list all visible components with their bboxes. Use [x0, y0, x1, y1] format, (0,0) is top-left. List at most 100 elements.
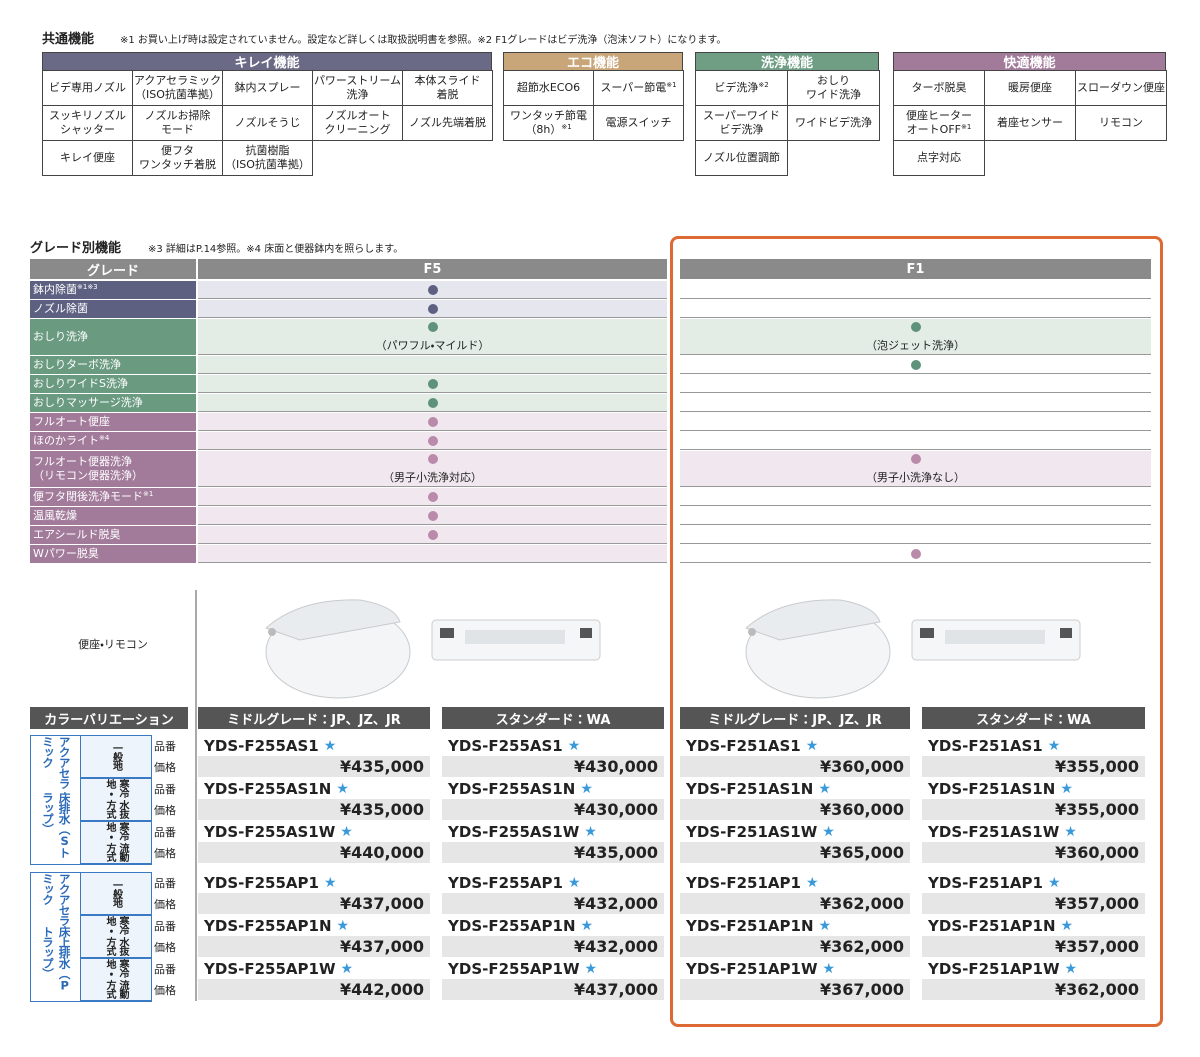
feature-note: ※1: [666, 81, 677, 90]
feature-text: おしり ワイド洗浄: [806, 74, 861, 101]
region-line: 流動方式: [104, 842, 128, 861]
price-cell: ¥435,000: [442, 842, 664, 863]
grade-cell: [680, 488, 1151, 506]
price-cell: ¥435,000: [198, 756, 430, 777]
feature-label: 温風乾燥: [30, 507, 196, 525]
price-label: 価格: [154, 984, 176, 997]
model-number: YDS-F251AS1N: [928, 779, 1056, 798]
region-line: 水抜方式: [104, 936, 128, 955]
part-label: 品番: [154, 783, 176, 796]
model-number: YDS-F255AS1W: [448, 822, 580, 841]
feature-label: エアシールド脱臭: [30, 526, 196, 544]
price-label: 価格: [154, 804, 176, 817]
price-label: 価格: [154, 941, 176, 954]
model-number: YDS-F255AP1W: [204, 959, 336, 978]
feature-cell: ビデ専用ノズル: [42, 70, 133, 106]
feature-text: 便座ヒーター オートOFF※1: [906, 109, 972, 136]
feature-text: ワンタッチ節電 （8h）※1: [510, 109, 587, 136]
feature-text: 便フタ ワンタッチ着脱: [139, 144, 216, 171]
model-cell: YDS-F255AP1 ★: [442, 872, 664, 893]
availability-dot: [910, 322, 921, 332]
feature-label: ノズル除菌: [30, 300, 196, 318]
feature-text: ノズル先端着脱: [409, 116, 486, 130]
price-cell: ¥432,000: [442, 893, 664, 914]
feature-cell: ノズルオート クリーニング: [312, 105, 403, 141]
model-cell: YDS-F251AP1N ★: [680, 915, 910, 936]
feature-label-text: Wパワー脱臭: [33, 546, 99, 560]
star-mark: ★: [323, 737, 337, 754]
group-header: キレイ機能: [42, 52, 492, 71]
group-header: 快適機能: [893, 52, 1166, 71]
feature-cell: 電源スイッチ: [593, 105, 684, 141]
model-cell: YDS-F255AS1 ★: [442, 735, 664, 756]
block-name-text: アクアセラミック 床上排水（Pトラップ）: [31, 873, 81, 1001]
model-cell: YDS-F255AP1 ★: [198, 872, 430, 893]
section-note: ※1 お買い上げ時は設定されていません。設定など詳しくは取扱説明書を参照。※2 …: [120, 35, 727, 46]
feature-label-note: ※1※3: [77, 282, 98, 291]
star-mark: ★: [580, 780, 593, 797]
f5-remote-image: [431, 619, 601, 661]
image-row-label: 便座・リモコン: [78, 638, 148, 651]
grade-cell: [680, 413, 1151, 431]
availability-dot: [427, 322, 438, 332]
feature-text: 超節水ECO6: [516, 81, 581, 95]
feature-text: ビデ洗浄※2: [714, 81, 769, 95]
feature-note: ※2: [758, 81, 769, 90]
price-cell: ¥430,000: [442, 799, 664, 820]
color-header: ミドルグレード：JP、JZ、JR: [198, 707, 430, 729]
grade-cell: [198, 488, 667, 506]
price-cell: ¥362,000: [680, 893, 910, 914]
f5-seat-image: [265, 599, 411, 699]
model-cell: YDS-F251AS1 ★: [680, 735, 910, 756]
price-cell: ¥437,000: [198, 936, 430, 957]
availability-dot: [910, 549, 921, 559]
grade-cell: [198, 300, 667, 318]
model-cell: YDS-F255AP1W ★: [198, 958, 430, 979]
model-number: YDS-F255AP1W: [448, 959, 580, 978]
grade-cell: [680, 356, 1151, 374]
price-cell: ¥355,000: [922, 756, 1145, 777]
feature-cell: 点字対応: [893, 140, 985, 176]
region-cell: 一般地: [80, 735, 152, 778]
feature-note: ※1: [960, 123, 972, 131]
price-cell: ¥442,000: [198, 979, 430, 1000]
feature-text: ノズル位置調節: [703, 151, 780, 165]
model-cell: YDS-F255AS1W ★: [442, 821, 664, 842]
feature-cell: スーパー節電※1: [593, 70, 684, 106]
model-number: YDS-F251AP1W: [928, 959, 1060, 978]
model-number: YDS-F251AS1: [686, 736, 801, 755]
grade-cell: [198, 526, 667, 544]
block-name-line: アクアセラミック: [41, 736, 72, 789]
feature-label-text: 温風乾燥: [33, 508, 77, 522]
model-cell: YDS-F255AS1N ★: [442, 778, 664, 799]
block-name-text: アクアセラミック 床排水（Sトラップ）: [31, 736, 81, 864]
block-name: アクアセラミック 床排水（Sトラップ）: [30, 735, 152, 865]
star-mark: ★: [805, 874, 819, 891]
feature-label-text: フルオート便器洗浄 （リモコン便器洗浄）: [33, 454, 143, 482]
region-cell: 寒冷地・ 水抜方式: [80, 915, 152, 958]
grade-cell: [198, 545, 667, 563]
feature-label: おしり洗浄: [30, 319, 196, 355]
star-mark: ★: [1064, 960, 1078, 977]
feature-cell: リモコン: [1075, 105, 1167, 141]
region-cell: 寒冷地・ 流動方式: [80, 821, 152, 864]
feature-text: スッキリノズル シャッター: [49, 109, 126, 136]
model-number: YDS-F255AS1: [204, 736, 319, 755]
feature-cell: ワンタッチ節電 （8h）※1: [503, 105, 594, 141]
feature-cell: 便座ヒーター オートOFF※1: [893, 105, 985, 141]
star-mark: ★: [1060, 917, 1074, 934]
price-cell: ¥357,000: [922, 893, 1145, 914]
price-label: 価格: [154, 761, 176, 774]
feature-label: Wパワー脱臭: [30, 545, 196, 563]
color-header: スタンダード：WA: [922, 707, 1145, 729]
price-cell: ¥440,000: [198, 842, 430, 863]
feature-label: フルオート便座: [30, 413, 196, 431]
grade-cell: [680, 432, 1151, 450]
feature-cell: おしり ワイド洗浄: [787, 70, 880, 106]
price-label: 価格: [154, 898, 176, 911]
feature-text: ビデ専用ノズル: [49, 81, 126, 95]
grade-cell: （泡ジェット洗浄）: [680, 319, 1151, 355]
grade-cell: [198, 356, 667, 374]
model-cell: YDS-F251AS1W ★: [680, 821, 910, 842]
model-cell: YDS-F255AS1N ★: [198, 778, 430, 799]
